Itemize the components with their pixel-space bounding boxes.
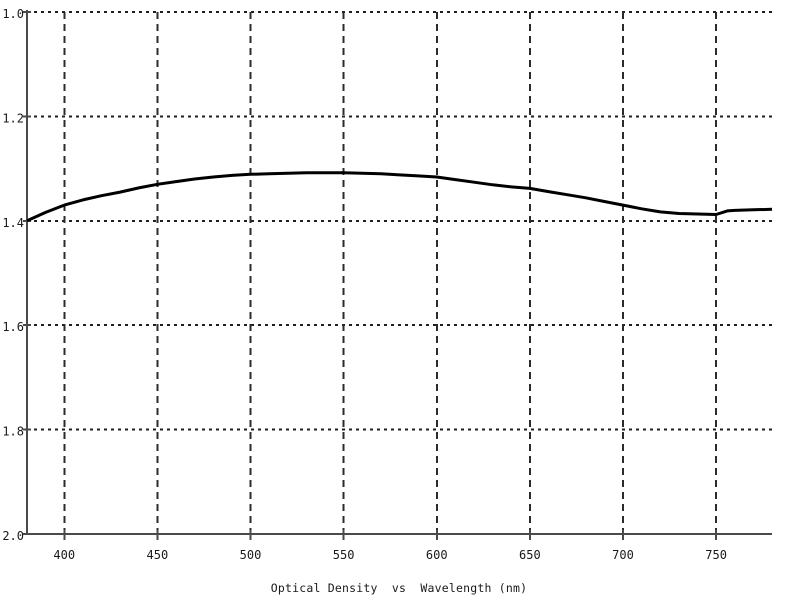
x-tick-label: 550 [333,548,355,562]
x-tick-label: 650 [519,548,541,562]
x-tick-label: 450 [147,548,169,562]
x-tick-label: 500 [240,548,262,562]
y-tick-label: 1.8 [2,425,24,439]
y-tick-label: 1.0 [2,7,24,21]
data-series [26,171,773,223]
x-tick-label: 750 [705,548,727,562]
series-line-optical-density [26,171,773,223]
y-tick-label: 1.2 [2,111,24,125]
tick-labels: 400 450 500 550 600 650 700 750 1.0 1.2 1.4 1.6 1.8 2… [2,7,727,562]
x-tick-label: 700 [612,548,634,562]
y-tick-label: 2.0 [2,529,24,543]
y-tick-label: 1.6 [2,320,24,334]
y-tick-label: 1.4 [2,216,24,230]
axes [23,10,772,540]
gridlines [27,11,772,534]
x-tick-label: 400 [53,548,75,562]
x-tick-label: 600 [426,548,448,562]
chart-title: Optical Density vs Wavelength (nm) [271,581,527,595]
